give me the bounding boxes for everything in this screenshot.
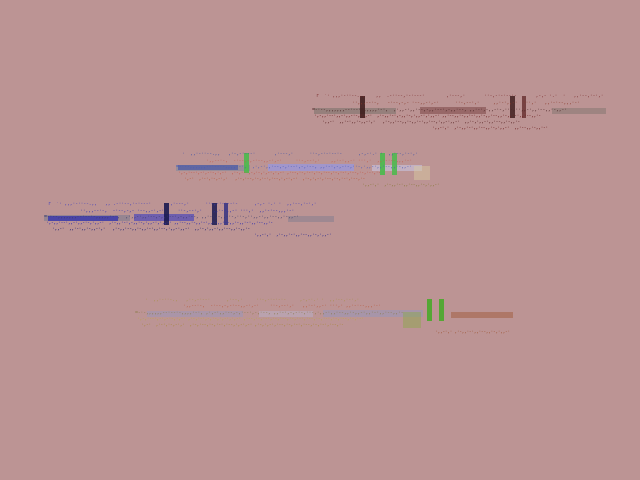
code-line: ·,-,,·--·,,-·,,-·-,·,,-· ,·-,,·-·,-,,·-,… (46, 221, 273, 226)
code-line: =-·-,,,,,,--·--·-,,,,·-·, ,·,-·,,·--,-,·… (135, 311, 404, 316)
code-line: ·,,-·,· ,·-,,·-·,,·--,,·-,·,,-· (362, 183, 440, 188)
highlight-bar (48, 216, 118, 221)
highlight-bar (259, 311, 313, 317)
highlight-bar (147, 311, 243, 317)
accent-marker (403, 312, 421, 328)
code-line: =-·--,,,,,,--·--·-,,,,·-·, ,·,-·,,·--,-,… (176, 165, 412, 170)
code-line: ·,,-·,· ,·-,,·-·,,·--,,·-,·,,-· (435, 330, 510, 335)
code-block-maroon[interactable]: r '· ,,,·-··--.,, ,, .-··--,·-·---· ,·--… (312, 94, 606, 132)
highlight-bar (314, 108, 396, 114)
code-line: r '· ,,,·-··--.,, ,, .-··--,·-·---· ,·--… (316, 94, 604, 99)
accent-marker (439, 299, 444, 321)
code-line: ·,-· ,·-·,·-,-·,· ,·-,·--,·-,·-·,·--,·,-… (141, 323, 344, 328)
code-line: ··,,,--·-, -·--,-,- ·--,,-·,-· ··-,--·,·… (352, 101, 580, 106)
code-line: ··,,,--·-, -·--,-,- ·--,,-·,-· ··-,--·,·… (80, 209, 295, 214)
accent-marker (414, 166, 430, 180)
accent-marker (380, 153, 385, 175)
highlight-bar (372, 165, 422, 171)
code-block-multicolor[interactable]: · ,,·-··--.,, ,·-,-·---· ,·---,· ··-,-·-… (176, 152, 456, 188)
highlight-bar (288, 216, 334, 222)
code-line: ·,,--·-, -·--,-,-·--,,-·,-· ··-,--·,· ,,… (206, 159, 412, 164)
accent-marker (224, 203, 228, 225)
highlight-bar (268, 164, 354, 171)
code-line: ·,,-·,· ,·-,,·-·,,·--,,·-,·,,-· (254, 233, 332, 238)
accent-marker (360, 96, 365, 118)
accent-marker (212, 203, 217, 225)
highlight-bar (552, 108, 606, 114)
code-block-blue[interactable]: r '· ,,,·-··--.,, ,, .-··--,·-·---· ,·--… (44, 202, 334, 238)
code-line: ·,,-· ,,·-·,,·-,,-·,· ,·-,,·--,,·-,,·-·,… (322, 120, 520, 125)
code-line: ·,,--·-, -·--,-,-·--,,-·,-· ··-,--·,· ,,… (183, 304, 381, 309)
code-line: ·,-,,·--·,,-·,,-·-,·,,-· ,·-,,·-·,-,,·-,… (314, 114, 541, 119)
code-line: · ,,·-··--.,, ,·-,-·---· ,·---,· ··-,-·-… (182, 152, 418, 157)
accent-marker (392, 153, 397, 175)
code-line: ·,-· ,·-·,·-,-·,· ,·-,·--,·-,·-·,·--,·,-… (184, 177, 365, 182)
highlight-bar (420, 107, 486, 114)
code-line: =-·--,,,,,,,--·--·-,,,,,·-·, ,·,,-·,,·--… (44, 215, 299, 220)
code-line: r '· ,,,·-··--.,, ,, .-··--,·-·---· ,·--… (48, 202, 317, 207)
highlight-bar (323, 310, 423, 317)
code-line: ·,-,·--·,-·,-·-,·,-· ,·-,·-·,-,·-,·,-·,·… (178, 171, 381, 176)
code-block-olive[interactable]: · ,,·-··-., ,·-,-·--· ,·--,· ··-,-·-·-·-… (135, 298, 513, 336)
accent-marker (244, 153, 249, 173)
code-line: ·,,-· ,,·-·,,·-,,-·,· ,·-,,·--,,·-,,·-·,… (52, 227, 250, 232)
accent-marker (510, 96, 515, 118)
highlight-bar (178, 165, 238, 170)
code-line: ·,,-·,· ,·-,,·-·,,·--,,·-,·,,-· ,,·--,,·… (432, 126, 548, 131)
accent-marker (164, 203, 169, 225)
code-line: =-·--,,,,,,,--·--·-,,,,,·-·, ,·,,-·,,·--… (312, 108, 567, 113)
accent-marker (427, 299, 432, 321)
accent-marker (522, 96, 526, 118)
code-line: ·,-,·--·,-·,-·-,·,-· ,·-,·-·,-,·-,·,-·,·… (137, 317, 364, 322)
code-line: · ,,·-··-., ,·-,-·--· ,·--,· ··-,-·-·-·-… (145, 298, 360, 303)
highlight-bar (451, 312, 513, 318)
